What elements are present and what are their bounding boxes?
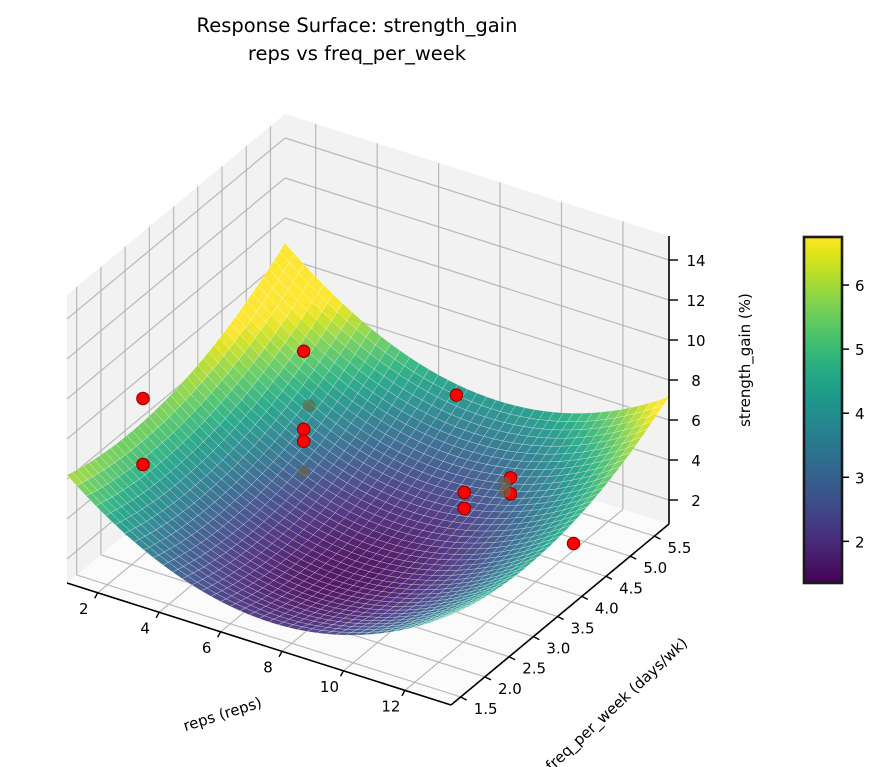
- y-axis-tick-label: 4.0: [595, 599, 619, 617]
- plot-title-group: Response Surface: strength_gain reps vs …: [197, 14, 518, 65]
- x-axis-tick-label: 4: [140, 619, 150, 637]
- y-axis-tick-label: 5.5: [668, 539, 692, 557]
- gridline: [76, 574, 461, 698]
- y-axis-tick-label: 3.5: [571, 620, 595, 638]
- x-axis-tick-label: 12: [381, 697, 400, 715]
- scatter-point: [136, 391, 150, 406]
- colorbar-tick-label: 6: [855, 277, 865, 295]
- plot-title-line1: Response Surface: strength_gain: [197, 14, 518, 37]
- y-axis-tick: [605, 575, 613, 580]
- z-axis-tick-label: 2: [691, 492, 701, 510]
- gridline: [66, 177, 286, 360]
- scatter-point: [136, 457, 150, 472]
- x-axis-tick-label: 6: [202, 639, 212, 657]
- z-axis-tick-label: 12: [686, 292, 705, 310]
- scatter-point: [457, 485, 471, 500]
- surface-patch: [441, 612, 457, 620]
- plot-title-line2: reps vs freq_per_week: [248, 42, 467, 65]
- surface-mesh: [66, 242, 670, 636]
- gridline: [284, 257, 670, 381]
- gridline: [284, 177, 670, 301]
- y-axis-tick: [581, 595, 589, 601]
- surface-patches: [66, 242, 670, 636]
- gridline: [284, 137, 670, 261]
- y-axis-tick: [508, 656, 516, 661]
- y-axis-tick-label: 4.5: [619, 579, 643, 597]
- gridline: [66, 217, 286, 400]
- z-axis-tick-label: 14: [686, 252, 705, 270]
- y-axis-tick: [654, 535, 661, 540]
- x-axis-tick: [216, 631, 222, 638]
- x-axis-tick-label: 10: [320, 678, 339, 696]
- scatter-point: [296, 344, 311, 359]
- x-axis-line: [66, 582, 452, 706]
- axis-tick-labels: 2 4 6 8 10 12 1.52.02.53.03.54.04.55.05.5 2 4 6 8 1…: [79, 252, 706, 718]
- z-axis-tick-label: 4: [691, 452, 701, 470]
- gridline: [404, 508, 624, 691]
- y-axis-line: [450, 523, 670, 706]
- scatter-point-occluded: [297, 465, 310, 478]
- x-axis-tick: [401, 690, 406, 697]
- gridline: [66, 257, 286, 440]
- y-axis-tick: [484, 676, 492, 681]
- colorbar-tick-label: 5: [855, 341, 865, 359]
- colorbar-tick-label: 3: [855, 469, 865, 487]
- z-axis-title: strength_gain (%): [736, 293, 755, 427]
- z-axis-tick-label: 6: [691, 412, 701, 430]
- colorbar-gradient[interactable]: [802, 235, 844, 585]
- scatter-points-front: [136, 344, 581, 551]
- colorbar-tick-label: 4: [855, 405, 865, 423]
- colorbar[interactable]: 2 3 4 5 6: [802, 235, 865, 585]
- z-axis-tick-label: 8: [691, 372, 701, 390]
- x-axis-tick-label: 8: [263, 658, 273, 676]
- x-axis-tick-label: 2: [79, 600, 89, 618]
- y-axis-tick: [557, 615, 564, 621]
- scatter-point: [296, 422, 311, 437]
- scatter-point-occluded: [498, 484, 511, 498]
- axis-lines-and-ticks: [66, 236, 678, 706]
- gridline: [284, 217, 670, 341]
- scatter-point: [449, 388, 464, 402]
- x-axis-tick: [155, 611, 160, 619]
- x-axis-tick: [339, 670, 345, 677]
- x-axis-title: reps (reps): [181, 693, 264, 735]
- x-axis-tick: [94, 592, 99, 599]
- y-axis-tick: [629, 555, 637, 560]
- y-axis-tick: [533, 635, 540, 641]
- y-axis-tick-label: 3.0: [546, 640, 570, 658]
- scatter-point: [457, 501, 471, 516]
- y-axis-tick-label: 5.0: [643, 559, 667, 577]
- y-axis-tick-label: 1.5: [474, 700, 498, 718]
- x-axis-tick: [278, 650, 283, 658]
- z-axis-tick-label: 10: [686, 332, 705, 350]
- scatter-point: [566, 536, 581, 551]
- gridline: [66, 137, 286, 320]
- y-axis-tick-label: 2.5: [522, 660, 546, 678]
- colorbar-tick-label: 2: [855, 533, 865, 551]
- scatter-point-occluded: [302, 399, 316, 412]
- scatter-point: [296, 434, 311, 449]
- y-axis-tick-label: 2.0: [498, 680, 522, 698]
- y-axis-tick: [460, 696, 468, 701]
